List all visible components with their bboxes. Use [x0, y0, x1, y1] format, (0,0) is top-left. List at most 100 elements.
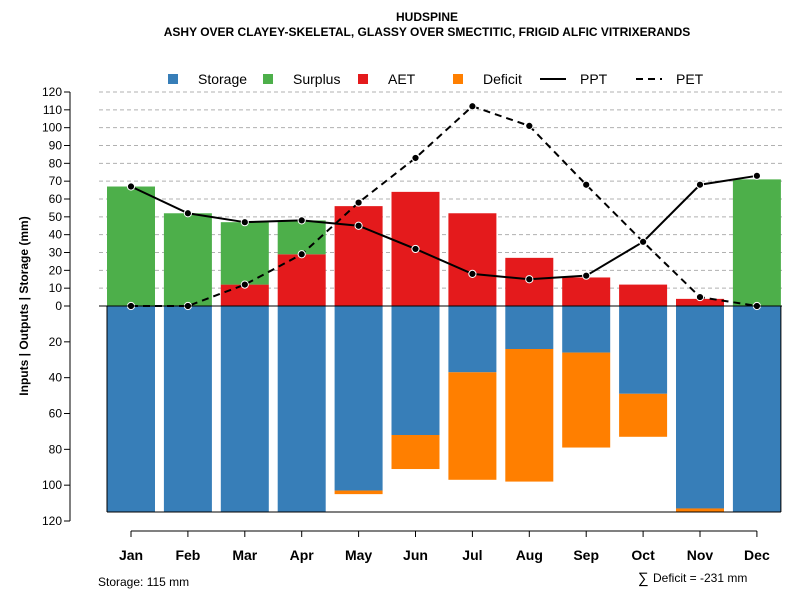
storage-bar — [562, 306, 611, 353]
legend-label-pet: PET — [676, 71, 704, 87]
storage-bar — [448, 306, 497, 373]
aet-bar — [448, 213, 497, 306]
x-tick-label: Mar — [232, 547, 257, 563]
storage-bar — [107, 306, 155, 513]
ppt-point — [752, 171, 762, 180]
aet-bar — [334, 206, 383, 306]
deficit-bar — [391, 435, 440, 470]
y-tick-label: 120 — [42, 85, 62, 99]
surplus-bar — [732, 179, 781, 306]
x-tick-label: Feb — [175, 547, 200, 563]
legend-label-aet: AET — [388, 71, 416, 87]
legend-label-deficit: Deficit — [483, 71, 522, 87]
pet-point — [582, 180, 591, 189]
y-tick-label: 120 — [42, 514, 62, 528]
pet-point — [354, 198, 363, 207]
y-tick-label: 80 — [49, 442, 63, 456]
legend-swatch-deficit — [453, 74, 463, 84]
x-tick-label: Sep — [573, 547, 599, 563]
y-tick-label: 50 — [49, 210, 63, 224]
surplus-bar — [277, 220, 326, 255]
ppt-point — [695, 180, 705, 189]
surplus-bar — [163, 213, 212, 306]
y-tick-label: 60 — [49, 407, 63, 421]
deficit-sum-symbol: ∑ — [638, 570, 649, 587]
x-tick-label: Jul — [462, 547, 482, 563]
deficit-bar — [505, 349, 554, 482]
y-tick-label: 40 — [49, 371, 63, 385]
legend-label-ppt: PPT — [580, 71, 608, 87]
pet-point — [525, 121, 534, 130]
ppt-point — [525, 275, 534, 284]
storage-summary: Storage: 115 mm — [98, 575, 189, 589]
aet-bar — [277, 254, 326, 306]
legend-label-storage: Storage — [198, 71, 247, 87]
x-tick-label: May — [345, 547, 372, 563]
storage-bar — [163, 306, 212, 513]
deficit-bar — [619, 393, 668, 437]
y-tick-label: 30 — [49, 246, 63, 260]
deficit-summary: Deficit = -231 mm — [653, 571, 747, 585]
y-tick-label: 70 — [49, 174, 63, 188]
pet-point — [411, 153, 420, 163]
x-tick-label: Aug — [516, 547, 543, 563]
ppt-line — [130, 174, 758, 281]
aet-bar — [220, 284, 269, 306]
ppt-point — [354, 221, 363, 230]
storage-bar — [619, 306, 668, 394]
legend-swatch-storage — [168, 74, 178, 84]
y-tick-label: 20 — [49, 263, 63, 277]
x-tick-label: Apr — [290, 547, 315, 563]
x-tick-label: Dec — [744, 547, 770, 563]
ppt-point — [126, 182, 136, 191]
y-tick-label: 60 — [49, 192, 63, 206]
y-tick-label: 10 — [49, 281, 63, 295]
legend-label-surplus: Surplus — [293, 71, 340, 87]
storage-bar — [334, 306, 383, 491]
x-tick-label: Oct — [631, 547, 655, 563]
y-tick-label: 110 — [43, 103, 62, 117]
y-tick-label: 40 — [49, 228, 63, 242]
deficit-bar — [448, 372, 497, 480]
ppt-point — [240, 218, 249, 227]
y-tick-label: 100 — [42, 478, 62, 492]
x-tick-label: Jun — [403, 547, 428, 563]
storage-bar — [732, 306, 781, 513]
surplus-bar — [220, 222, 269, 285]
x-tick-label: Nov — [687, 547, 714, 563]
chart-subtitle: ASHY OVER CLAYEY-SKELETAL, GLASSY OVER S… — [164, 25, 691, 39]
y-tick-label: 90 — [49, 139, 63, 153]
aet-bar — [562, 277, 611, 306]
ppt-point — [582, 271, 591, 280]
ppt-point — [468, 269, 477, 278]
pet-point — [240, 280, 249, 289]
deficit-bar — [562, 352, 611, 448]
aet-bar — [676, 298, 724, 306]
pet-point — [695, 292, 705, 302]
legend-swatch-aet — [358, 74, 368, 84]
chart-title: HUDSPINE — [396, 10, 458, 24]
y-tick-label: 80 — [49, 156, 63, 170]
legend-swatch-surplus — [263, 74, 273, 84]
storage-bar — [220, 306, 269, 513]
y-axis-title: Inputs | Outputs | Storage (mm) — [17, 216, 31, 395]
deficit-bar — [676, 508, 724, 513]
deficit-bar — [334, 490, 383, 495]
x-tick-label: Jan — [119, 547, 143, 563]
y-tick-label: 20 — [49, 335, 63, 349]
storage-bar — [277, 306, 326, 513]
axes: 0 10 20 30 40 50 60 70 80 90 100 110 120 20 40 60 80 100 1… — [42, 85, 782, 563]
y-tick-label: 100 — [42, 121, 62, 135]
ppt-point — [297, 216, 306, 225]
storage-bar — [505, 306, 554, 349]
storage-bar — [676, 306, 724, 509]
bars — [107, 179, 781, 513]
pet-point — [468, 102, 477, 111]
aet-bar — [619, 284, 668, 306]
y-tick-label: 0 — [55, 299, 62, 313]
legend: Storage Surplus AET Deficit PPT PET — [168, 71, 704, 87]
ppt-point — [639, 237, 648, 246]
surplus-bar — [107, 186, 155, 306]
pet-point — [297, 250, 306, 259]
